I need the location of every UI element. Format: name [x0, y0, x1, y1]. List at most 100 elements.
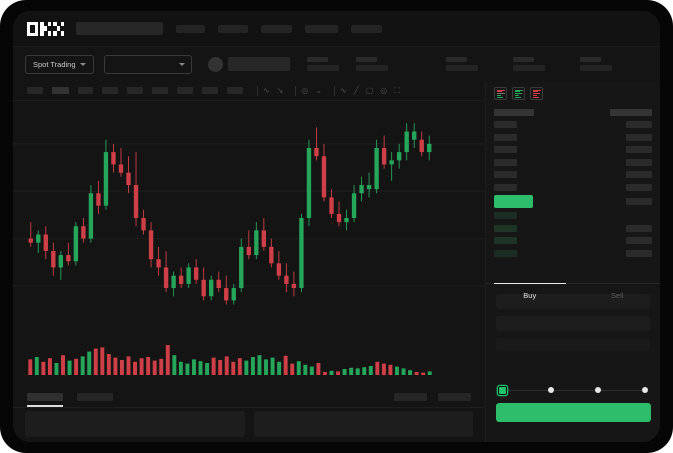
orderbook-layout-both-icon[interactable] — [494, 87, 507, 100]
stepper-dot-4[interactable] — [642, 387, 648, 393]
bottom-panel-left[interactable] — [25, 411, 245, 437]
nav-item-2[interactable] — [218, 24, 248, 33]
timeframe-30m[interactable] — [102, 87, 118, 94]
candle-body — [419, 139, 424, 153]
orderbook-layout-asks-icon[interactable] — [530, 87, 543, 100]
pencil-icon[interactable]: ╱ — [353, 85, 359, 95]
nav-item-3[interactable] — [261, 24, 292, 33]
candle-body — [231, 288, 236, 301]
settings-gear-icon[interactable]: ◎ — [380, 85, 388, 95]
candlestick-chart[interactable] — [13, 101, 485, 331]
nav-item-5[interactable] — [351, 24, 382, 33]
indicator-icon[interactable]: ∿ — [263, 85, 270, 95]
orderbook-bid-row[interactable] — [494, 247, 652, 260]
timeframe-1m[interactable] — [27, 87, 43, 94]
volume-bar — [362, 367, 367, 375]
stepper-track — [504, 389, 642, 391]
candle-body — [284, 275, 289, 284]
volume-bar — [93, 348, 98, 375]
candle-body — [291, 283, 297, 289]
volume-bar — [237, 358, 242, 375]
stepper-dot-2[interactable] — [548, 387, 554, 393]
candle-body — [141, 218, 146, 231]
stepper-dot-3[interactable] — [595, 387, 601, 393]
volume-bar — [224, 356, 229, 375]
volume-bar — [192, 359, 196, 375]
timeframe-1M[interactable] — [227, 87, 243, 94]
logo-x-icon — [53, 21, 64, 36]
volume-bar — [322, 372, 327, 375]
toolbar-divider — [295, 85, 297, 96]
order-total-field[interactable] — [496, 337, 650, 351]
tab-order-history[interactable] — [77, 392, 113, 401]
orderbook-ask-row[interactable] — [494, 156, 652, 169]
line-chart-icon[interactable]: ∿ — [340, 85, 347, 95]
candle-body — [396, 152, 402, 161]
candle-body — [148, 230, 154, 260]
timeframe-5m[interactable] — [52, 87, 69, 94]
global-search-input[interactable] — [76, 22, 163, 35]
timeframe-1d[interactable] — [177, 87, 193, 94]
order-price-field[interactable] — [496, 293, 650, 309]
candle-body — [366, 185, 372, 190]
volume-bar — [309, 366, 314, 375]
trading-mode-dropdown[interactable]: Spot Trading — [25, 54, 94, 74]
candle-body — [103, 152, 109, 206]
compare-icon[interactable]: ↘ — [276, 85, 284, 95]
bottom-panel-right[interactable] — [253, 411, 473, 437]
chart-type-icon[interactable]: ⌄ — [315, 85, 323, 95]
volume-bar — [395, 366, 399, 375]
volume-bar — [316, 363, 321, 375]
timeframe-1w[interactable] — [202, 87, 218, 94]
timeframe-15m[interactable] — [78, 87, 93, 94]
candle-body — [239, 246, 244, 289]
order-amount-field[interactable] — [496, 315, 650, 331]
timeframe-4h[interactable] — [152, 87, 168, 94]
orderbook-ask-row[interactable] — [494, 119, 652, 132]
candlestick-chart-svg — [13, 123, 485, 305]
orderbook-ask-row[interactable] — [494, 181, 652, 194]
logo-o-icon — [27, 21, 38, 36]
bottom-action-2[interactable] — [438, 392, 471, 401]
stat-change-24h — [355, 57, 388, 71]
stepper-dot-1[interactable] — [498, 385, 507, 395]
order-amount-stepper[interactable] — [498, 384, 648, 396]
volume-bar — [388, 364, 393, 375]
drawing-tools-icon[interactable]: ◎ — [301, 85, 309, 95]
pair-select-dropdown[interactable] — [103, 54, 192, 74]
nav-item-4[interactable] — [305, 24, 338, 33]
toolbar-divider — [257, 85, 258, 96]
stat-low-24h — [512, 57, 545, 71]
candle-body — [118, 164, 124, 173]
candle-body — [51, 250, 56, 268]
volume-bar — [133, 361, 138, 375]
tab-buy[interactable]: Buy — [486, 282, 574, 307]
fullscreen-icon[interactable]: ⛶ — [394, 85, 400, 95]
orderbook-layout-bids-icon[interactable] — [512, 87, 525, 100]
tab-sell[interactable]: Sell — [574, 284, 661, 307]
orderbook-bid-row[interactable] — [494, 222, 652, 235]
volume-bar — [427, 371, 432, 375]
pair-coin-icon — [207, 56, 223, 72]
candle-body — [88, 193, 94, 239]
volume-bar — [296, 361, 301, 375]
bottom-action-1[interactable] — [394, 392, 427, 401]
tab-open-orders[interactable] — [27, 392, 63, 407]
timeframe-1h[interactable] — [127, 87, 143, 94]
orderbook-ask-row[interactable] — [494, 169, 652, 182]
volume-bar — [61, 355, 65, 375]
submit-order-button[interactable] — [496, 403, 651, 422]
orderbook-ask-row[interactable] — [494, 131, 652, 144]
nav-item-1[interactable] — [176, 24, 205, 33]
orderbook-bid-row[interactable] — [494, 235, 652, 248]
candle-body — [336, 213, 342, 223]
orderbook-ask-row[interactable] — [494, 144, 652, 157]
volume-bar — [80, 356, 85, 375]
camera-icon[interactable]: ▢ — [365, 85, 374, 95]
orderbook-bid-row[interactable] — [494, 210, 652, 223]
volume-bar — [67, 360, 72, 375]
market-sub-toolbar: Spot Trading — [13, 47, 660, 81]
orderbook-last-price-row[interactable] — [494, 194, 652, 210]
okx-logo[interactable] — [27, 21, 64, 36]
